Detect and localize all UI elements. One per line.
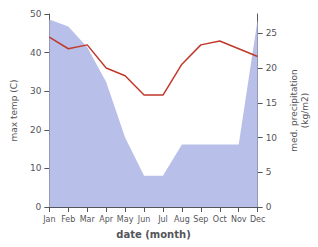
svg-text:Apr: Apr [99, 215, 114, 224]
svg-text:Mar: Mar [80, 215, 96, 224]
svg-text:25: 25 [266, 28, 277, 38]
svg-text:15: 15 [266, 98, 277, 108]
svg-text:0: 0 [266, 202, 272, 212]
svg-text:med. precipitation: med. precipitation [289, 69, 299, 151]
svg-text:20: 20 [266, 63, 278, 73]
svg-text:5: 5 [266, 167, 272, 177]
svg-text:Jun: Jun [137, 215, 151, 224]
svg-text:date (month): date (month) [116, 229, 190, 240]
svg-text:Feb: Feb [61, 215, 75, 224]
svg-text:(kg/m2): (kg/m2) [300, 93, 310, 128]
svg-text:10: 10 [30, 163, 42, 173]
svg-text:30: 30 [30, 86, 42, 96]
svg-text:Aug: Aug [174, 215, 190, 224]
svg-text:Jan: Jan [42, 215, 55, 224]
svg-text:May: May [117, 215, 134, 224]
svg-text:Nov: Nov [231, 215, 247, 224]
svg-text:20: 20 [30, 125, 42, 135]
svg-text:0: 0 [36, 202, 42, 212]
svg-text:40: 40 [30, 48, 42, 58]
svg-text:10: 10 [266, 133, 278, 143]
svg-text:Sep: Sep [193, 215, 208, 224]
svg-text:Dec: Dec [250, 215, 265, 224]
svg-text:Jul: Jul [157, 215, 168, 224]
svg-text:Oct: Oct [213, 215, 227, 224]
svg-text:max temp (C): max temp (C) [9, 79, 19, 141]
svg-text:50: 50 [30, 9, 42, 19]
